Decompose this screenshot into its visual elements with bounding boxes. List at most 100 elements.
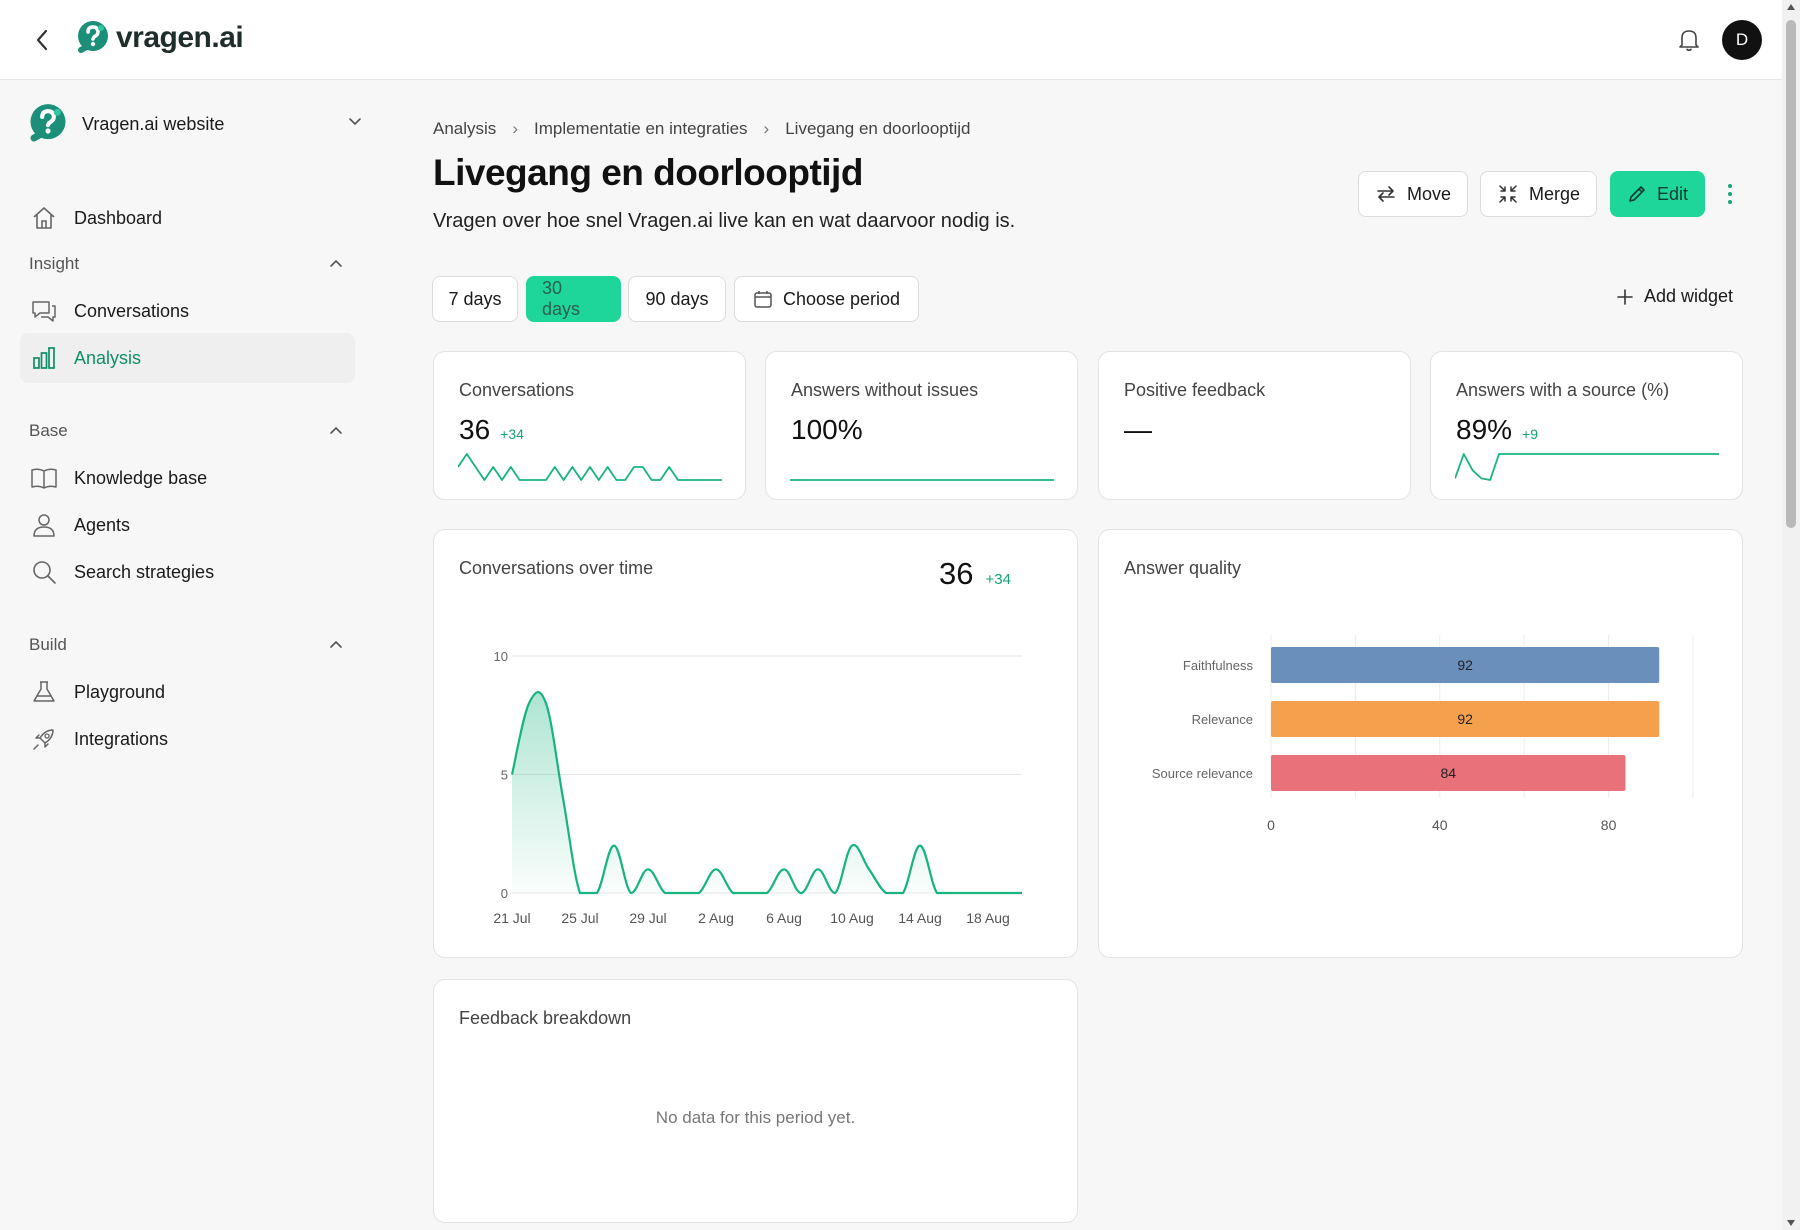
kpi-card-positive-feedback[interactable]: Positive feedback — <box>1098 351 1411 500</box>
logo-text: vragen.ai <box>116 21 244 54</box>
calendar-icon <box>754 291 772 308</box>
series-line <box>510 691 1022 895</box>
sidebar-item-agents[interactable]: Agents <box>20 500 355 550</box>
chart-total-delta: +34 <box>985 571 1011 588</box>
conversations-area-chart[interactable]: 0 5 10 21 Jul 25 Jul 29 Jul 2 Aug 6 Aug 10 Aug 14… <box>434 530 1077 957</box>
edit-button[interactable]: Edit <box>1610 171 1706 217</box>
chevron-up-icon <box>330 426 342 434</box>
x-tick-label: 14 Aug <box>898 910 942 926</box>
page-scrollbar[interactable] <box>1782 0 1800 1230</box>
scroll-down-arrow-icon[interactable] <box>1787 1220 1795 1226</box>
breadcrumb-item[interactable]: Analysis <box>433 119 497 138</box>
section-base-toggle[interactable]: Base <box>29 421 344 441</box>
empty-state-text: No data for this period yet. <box>655 1108 856 1127</box>
bar-chart-icon <box>33 347 55 369</box>
section-insight-toggle[interactable]: Insight <box>29 254 344 274</box>
chart-title: Conversations over time <box>459 558 654 578</box>
y-tick-label: 0 <box>501 886 508 901</box>
chat-bubbles-icon <box>32 301 56 322</box>
merge-label: Merge <box>1529 183 1581 204</box>
x-tick-label: 6 Aug <box>766 910 802 926</box>
series-area <box>512 692 1022 893</box>
user-icon <box>33 514 55 537</box>
back-button[interactable] <box>28 26 56 54</box>
move-button[interactable]: Move <box>1358 171 1469 217</box>
chevron-left-icon <box>36 29 48 51</box>
section-title: Base <box>29 421 68 440</box>
section-title: Build <box>29 635 67 654</box>
user-avatar[interactable]: D <box>1722 20 1762 60</box>
category-label: Source relevance <box>1152 766 1253 781</box>
sidebar-item-label: Analysis <box>74 347 142 368</box>
sparkline-path <box>458 453 722 481</box>
sidebar-item-knowledge-base[interactable]: Knowledge base <box>20 453 355 503</box>
merge-icon <box>1499 185 1517 203</box>
answer-quality-card: Answer quality 0 40 80 Faithfulness 92 Releva… <box>1098 529 1743 958</box>
kpi-card-conversations[interactable]: Conversations 36 +34 <box>433 351 746 500</box>
chevron-right-icon: › <box>763 119 770 138</box>
x-tick-label: 29 Jul <box>629 910 666 926</box>
period-30-days[interactable]: 30 days <box>526 276 621 322</box>
sidebar-item-label: Search strategies <box>74 561 215 582</box>
kpi-value: 100% <box>791 414 863 446</box>
workspace-name: Vragen.ai website <box>82 113 225 134</box>
section-build-toggle[interactable]: Build <box>29 635 344 655</box>
kpi-title: Positive feedback <box>1124 380 1266 400</box>
kpi-card-answers-with-source[interactable]: Answers with a source (%) 89% +9 <box>1430 351 1743 500</box>
sidebar-item-conversations[interactable]: Conversations <box>20 286 355 336</box>
x-tick-label: 10 Aug <box>830 910 874 926</box>
kpi-value: 36 +34 <box>459 414 524 446</box>
bar <box>1271 755 1626 791</box>
sidebar-item-label: Conversations <box>74 300 190 321</box>
more-options-button[interactable] <box>1720 180 1740 208</box>
pencil-icon <box>1629 186 1645 202</box>
arrows-swap-icon <box>1377 186 1395 202</box>
workspace-switcher[interactable]: Vragen.ai website <box>28 101 363 147</box>
page-subtitle: Vragen over hoe snel Vragen.ai live kan … <box>433 210 1016 232</box>
kpi-number: — <box>1124 414 1152 445</box>
scroll-thumb[interactable] <box>1786 20 1796 528</box>
page-title: Livegang en doorlooptijd <box>433 152 863 193</box>
bar <box>1271 701 1660 737</box>
sidebar-item-analysis[interactable]: Analysis <box>20 333 355 383</box>
sparkline <box>790 479 1054 481</box>
flask-icon <box>33 681 55 702</box>
move-label: Move <box>1407 183 1452 204</box>
period-label: 30 days <box>542 278 581 319</box>
answer-quality-bar-chart[interactable]: 0 40 80 Faithfulness 92 Relevance 92 Source rel… <box>1099 530 1742 957</box>
book-icon <box>31 468 57 489</box>
kpi-delta: +34 <box>500 426 524 442</box>
chevron-down-icon <box>349 118 361 126</box>
period-7-days[interactable]: 7 days <box>432 276 518 322</box>
y-tick-label: 5 <box>501 768 508 783</box>
sidebar-item-search-strategies[interactable]: Search strategies <box>20 547 355 597</box>
kpi-card-answers-without-issues[interactable]: Answers without issues 100% <box>765 351 1078 500</box>
breadcrumb-item[interactable]: Implementatie en integraties <box>533 119 748 138</box>
sidebar-item-integrations[interactable]: Integrations <box>20 714 355 764</box>
sidebar: Vragen.ai website Dashboard Insight Conv… <box>0 81 375 1230</box>
kpi-title: Answers with a source (%) <box>1456 380 1670 400</box>
sidebar-item-label: Knowledge base <box>74 467 208 488</box>
bar-value-label: 92 <box>1457 711 1473 727</box>
sidebar-item-dashboard[interactable]: Dashboard <box>20 193 355 243</box>
merge-button[interactable]: Merge <box>1480 171 1598 217</box>
chart-title: Feedback breakdown <box>459 1008 632 1028</box>
kpi-number: 36 <box>459 414 491 445</box>
scroll-up-arrow-icon[interactable] <box>1787 4 1795 10</box>
kpi-value: 89% +9 <box>1456 414 1538 446</box>
choose-period-button[interactable]: Choose period <box>734 276 919 322</box>
sparkline <box>458 453 722 481</box>
x-tick-label: 2 Aug <box>698 910 734 926</box>
sidebar-item-playground[interactable]: Playground <box>20 667 355 717</box>
chevron-up-icon <box>330 640 342 648</box>
period-label: Choose period <box>782 288 901 309</box>
search-icon <box>33 561 56 584</box>
kpi-number: 100% <box>791 414 863 445</box>
bar-value-label: 84 <box>1440 765 1456 781</box>
logo[interactable]: vragen.ai <box>76 20 244 56</box>
notifications-button[interactable] <box>1673 24 1705 56</box>
y-tick-label: 10 <box>494 649 508 664</box>
period-90-days[interactable]: 90 days <box>628 276 726 322</box>
kpi-value: — <box>1124 414 1152 446</box>
add-widget-button[interactable]: Add widget <box>1616 286 1733 307</box>
